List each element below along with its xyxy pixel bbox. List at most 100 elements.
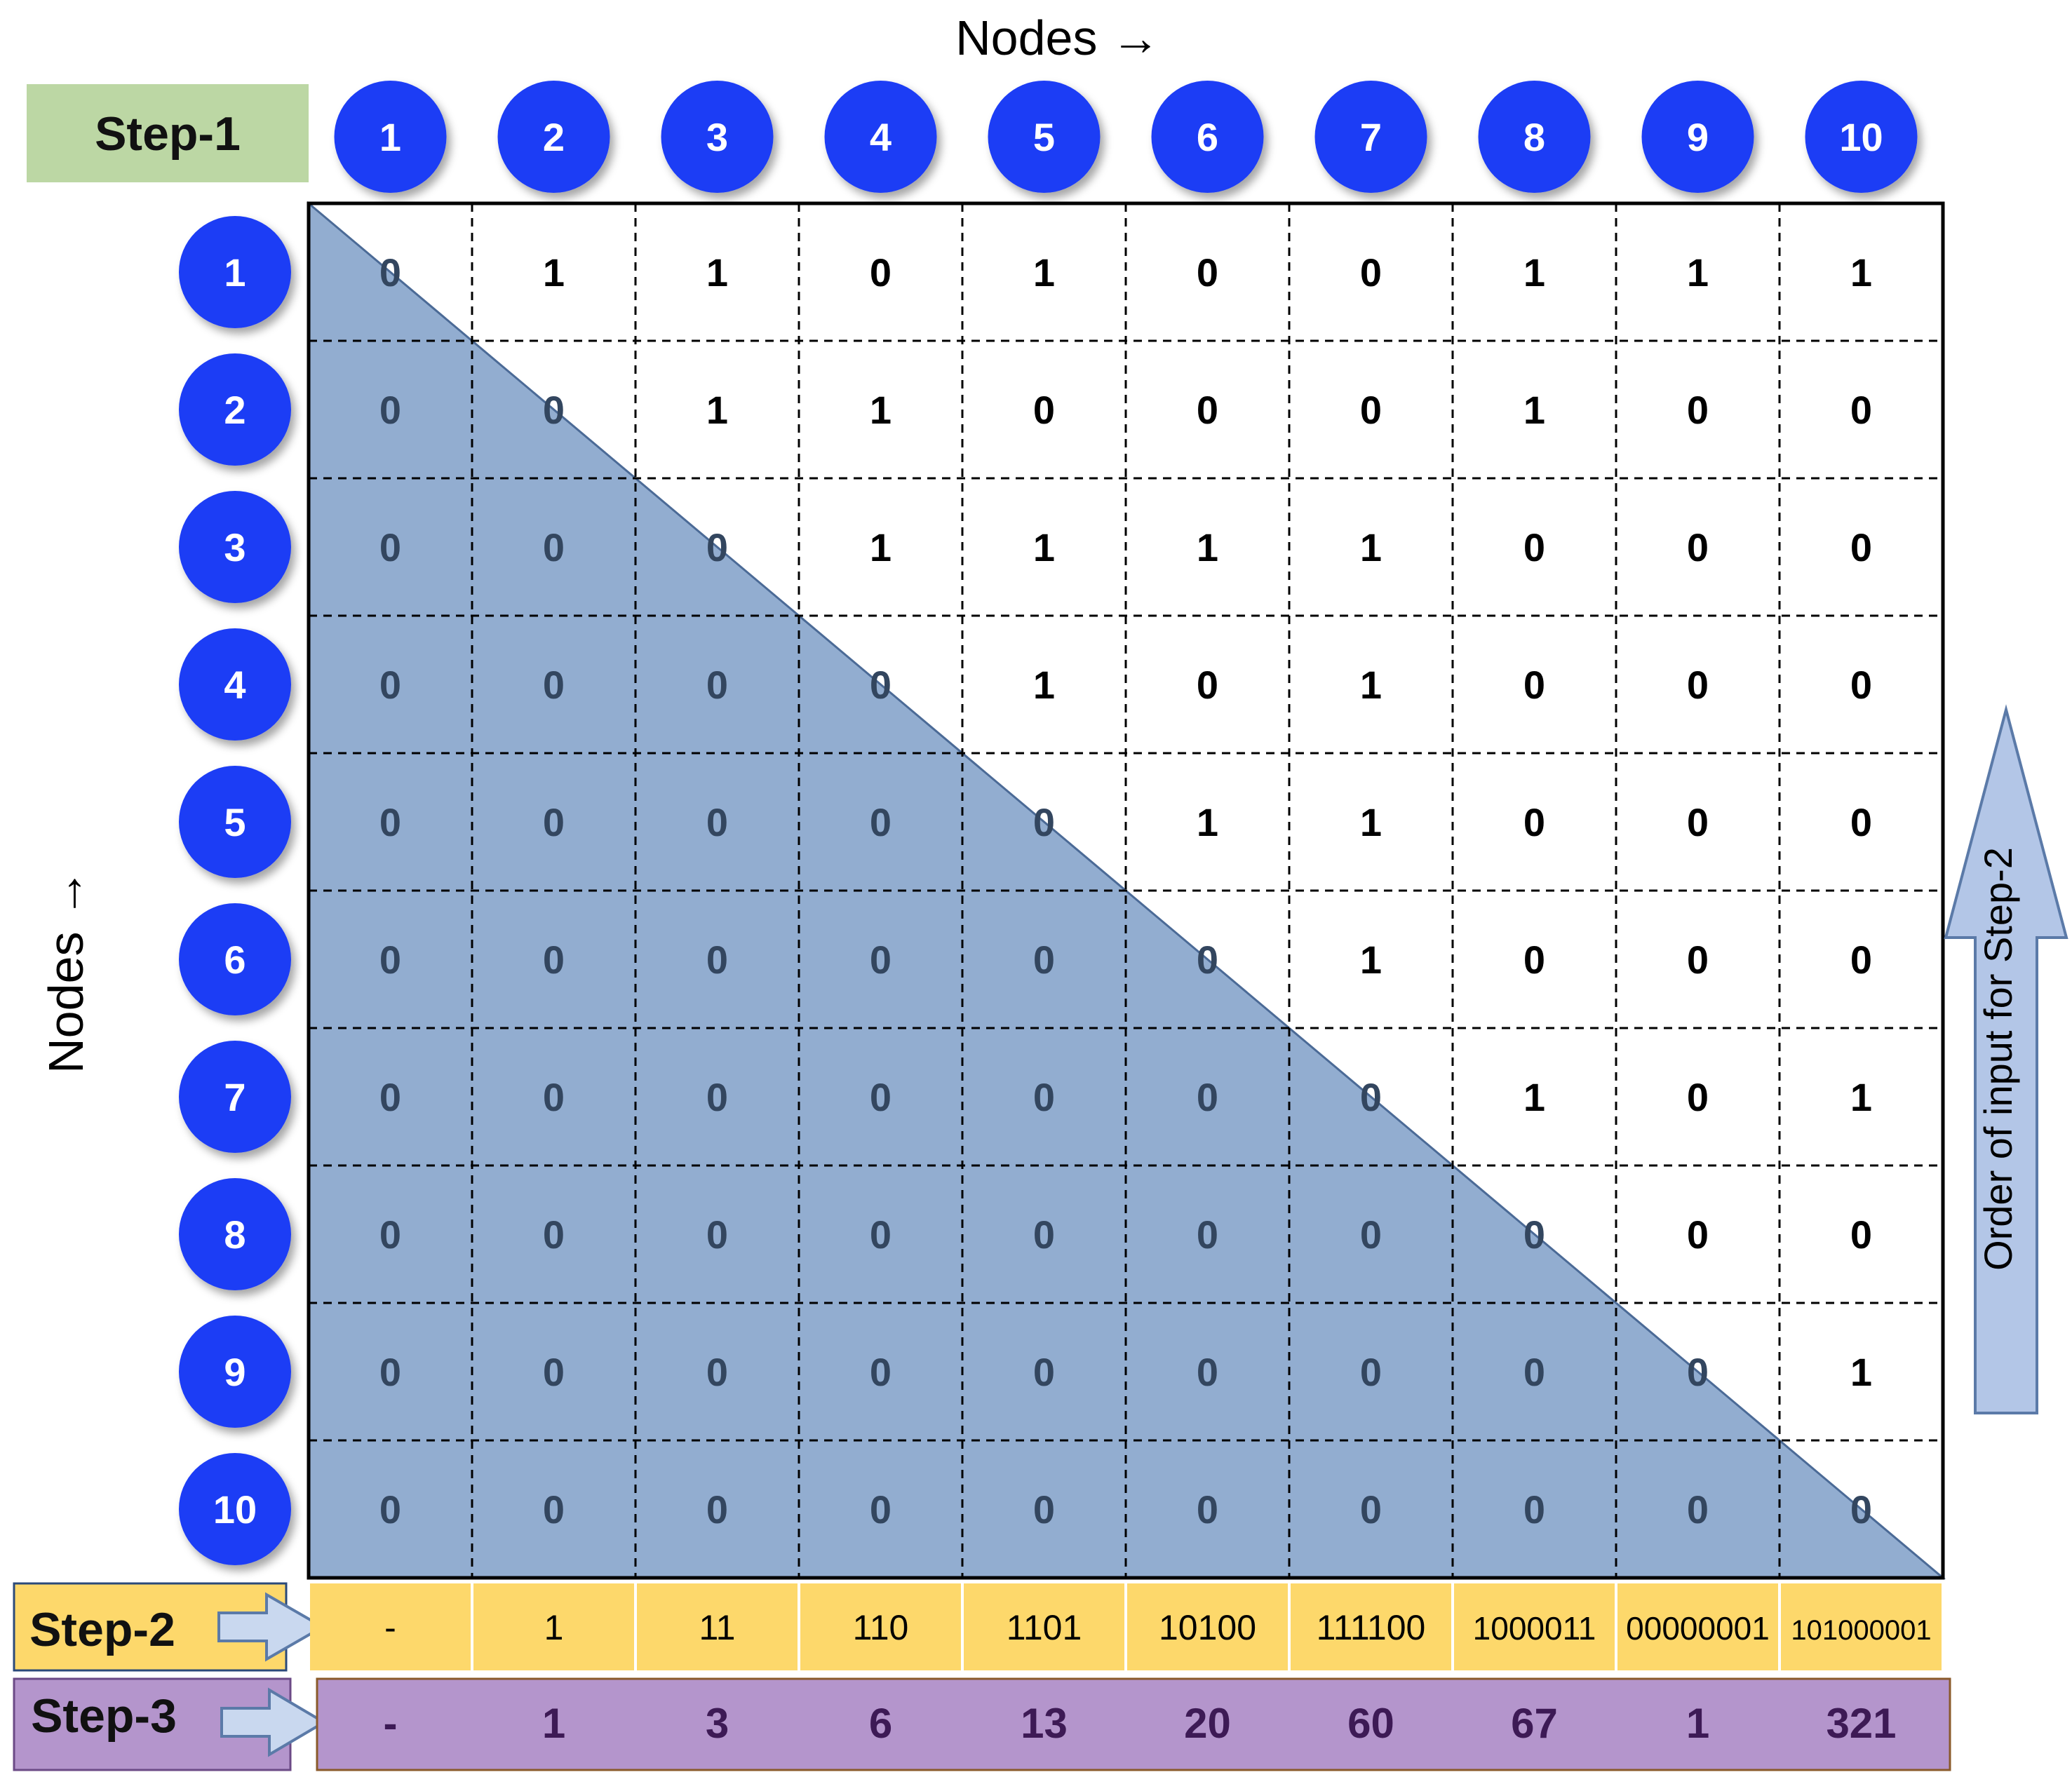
node-circle-icon	[1478, 81, 1591, 193]
matrix-cell: 0	[1360, 250, 1382, 295]
matrix-cell: 0	[543, 388, 565, 432]
matrix-cell: 0	[706, 663, 728, 707]
row-node-header: 1	[179, 216, 291, 328]
node-label: 3	[224, 525, 245, 569]
step2-cell-bg	[473, 1583, 634, 1670]
matrix-cell: 0	[870, 800, 892, 844]
node-circle-icon	[179, 353, 291, 466]
row-node-header: 9	[179, 1316, 291, 1428]
node-label: 1	[224, 250, 245, 295]
matrix-cell: 0	[870, 250, 892, 295]
node-label: 8	[1523, 115, 1545, 159]
adjacency-matrix: 0 1 1 0 1 0 0 1 1 1 0 0 1 1 0 0 0 1 0 0 0 0 0 1 1 1 1 0 0 0 0 0 0 0 1 0 1 0 0 0…	[307, 201, 1946, 1580]
node-circle-icon	[179, 1178, 291, 1290]
node-circle-icon	[1314, 81, 1427, 193]
matrix-cell: 0	[706, 1075, 728, 1119]
step3-row: Step-3 -1 3 6 13 20 60 67 1 321	[13, 1677, 1951, 1771]
column-node-header: 6	[1151, 81, 1264, 193]
matrix-cell: 0	[1033, 1075, 1055, 1119]
matrix-cell: 0	[1197, 1075, 1218, 1119]
step3-value: 321	[1826, 1700, 1896, 1747]
node-circle-icon	[1641, 81, 1754, 193]
matrix-cell: 0	[543, 938, 565, 982]
matrix-cell: 1	[1360, 938, 1382, 982]
matrix-cell: 0	[1850, 388, 1872, 432]
matrix-grid	[309, 203, 1943, 1578]
node-label: 2	[543, 115, 565, 159]
matrix-cell: 0	[379, 388, 401, 432]
matrix-cell: 0	[1523, 663, 1545, 707]
order-of-input-label: Order of input for Step-2	[1976, 847, 2020, 1271]
step2-value: 1101	[1007, 1608, 1082, 1647]
matrix-cell: 0	[870, 663, 892, 707]
matrix-cell: 0	[870, 1075, 892, 1119]
matrix-cell: 1	[1197, 525, 1218, 569]
step2-cell-bg	[310, 1583, 471, 1670]
column-node-header: 5	[988, 81, 1101, 193]
node-label: 3	[706, 115, 728, 159]
node-label: 8	[224, 1212, 245, 1257]
matrix-cell: 0	[543, 800, 565, 844]
matrix-cell: 0	[1850, 1487, 1872, 1532]
matrix-cell: 0	[1523, 1212, 1545, 1257]
step3-value: 67	[1511, 1700, 1558, 1747]
matrix-cell: 1	[1033, 663, 1055, 707]
node-circle-icon	[179, 1041, 291, 1153]
node-label: 6	[1197, 115, 1218, 159]
node-label: 5	[1033, 115, 1055, 159]
column-node-header: 9	[1641, 81, 1754, 193]
step3-value: -	[384, 1700, 398, 1747]
row-node-header: 7	[179, 1041, 291, 1153]
matrix-cell: 0	[706, 525, 728, 569]
matrix-cell: 0	[1523, 525, 1545, 569]
node-circle-icon	[179, 1316, 291, 1428]
matrix-cell: 0	[1850, 663, 1872, 707]
step2-cell-bg	[800, 1583, 961, 1670]
matrix-cell: 0	[543, 1212, 565, 1257]
matrix-cell: 0	[1360, 1487, 1382, 1532]
matrix-cell: 0	[1197, 1350, 1218, 1394]
step3-label: Step-3	[31, 1689, 177, 1743]
top-axis-label: Nodes →	[955, 11, 1160, 65]
row-node-header: 6	[179, 903, 291, 1015]
node-circle-icon	[179, 628, 291, 741]
step2-label: Step-2	[29, 1603, 175, 1656]
node-label: 6	[224, 938, 245, 982]
node-circle-icon	[334, 81, 447, 193]
matrix-cell: 1	[1360, 800, 1382, 844]
matrix-cell: 0	[870, 1350, 892, 1394]
node-label: 9	[224, 1350, 245, 1394]
node-label: 9	[1687, 115, 1709, 159]
step2-value: 10100	[1159, 1608, 1256, 1647]
column-node-header: 7	[1314, 81, 1427, 193]
node-circle-icon	[1151, 81, 1264, 193]
step3-arrow-icon	[220, 1687, 327, 1757]
matrix-cell: 0	[1523, 1350, 1545, 1394]
matrix-cell: 0	[1687, 1075, 1709, 1119]
matrix-cell: 0	[379, 250, 401, 295]
matrix-cell: 1	[1033, 250, 1055, 295]
matrix-cell: 0	[1687, 1350, 1709, 1394]
step2-value: 1000011	[1473, 1610, 1596, 1647]
matrix-cell: 1	[1360, 663, 1382, 707]
matrix-cell: 0	[1360, 1212, 1382, 1257]
matrix-cell: 0	[379, 663, 401, 707]
matrix-cell: 0	[706, 1350, 728, 1394]
step3-value: 60	[1347, 1700, 1394, 1747]
node-label: 10	[213, 1487, 257, 1532]
matrix-cell: 1	[1360, 525, 1382, 569]
matrix-cell: 0	[706, 1212, 728, 1257]
matrix-cell: 0	[379, 1350, 401, 1394]
matrix-cell: 0	[1687, 938, 1709, 982]
column-node-header: 4	[824, 81, 937, 193]
step2-cell-bg	[1127, 1583, 1288, 1670]
matrix-cell: 0	[1197, 1212, 1218, 1257]
node-label: 2	[224, 388, 245, 432]
column-node-header: 8	[1478, 81, 1591, 193]
node-circle-icon	[988, 81, 1101, 193]
row-node-headers: 1 2 3 4 5 6 7 8 9 10	[179, 216, 291, 1565]
matrix-cell: 0	[379, 1487, 401, 1532]
step1-box: Step-1	[27, 84, 309, 182]
matrix-cell: 0	[1197, 663, 1218, 707]
step2-value: 1	[544, 1608, 564, 1647]
